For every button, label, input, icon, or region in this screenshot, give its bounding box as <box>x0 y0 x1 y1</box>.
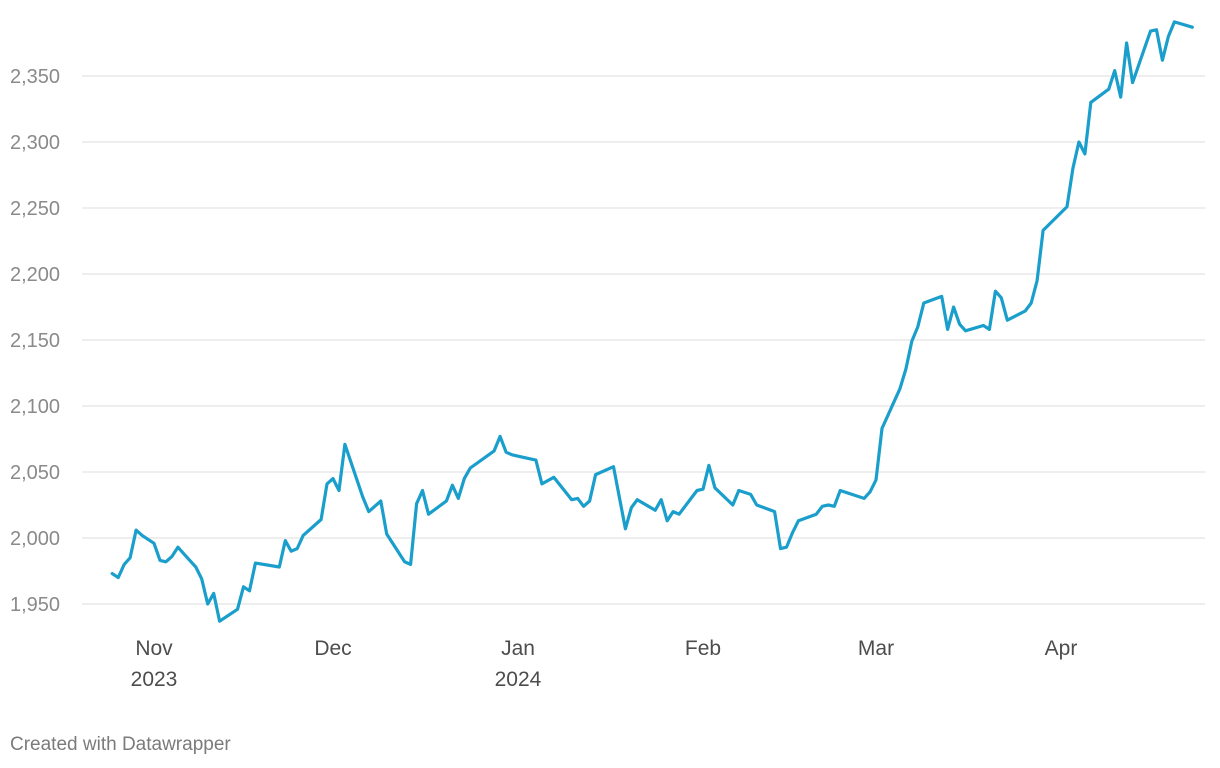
x-axis: Nov 2023 Dec Jan 2024 Feb Mar Apr <box>131 637 1078 691</box>
y-tick-label: 1,950 <box>10 594 60 616</box>
y-axis: 1,950 2,000 2,050 2,100 2,150 2,200 2,250 2,300… <box>10 66 60 616</box>
series-line <box>110 20 1194 623</box>
x-tick-sublabel: 2024 <box>495 668 542 691</box>
x-tick-label: Mar <box>858 637 894 660</box>
y-tick-label: 2,250 <box>10 198 60 220</box>
y-tick-label: 2,100 <box>10 396 60 418</box>
x-tick-label: Feb <box>685 637 721 660</box>
gridlines <box>82 75 1205 605</box>
y-tick-label: 2,350 <box>10 66 60 88</box>
y-tick-label: 2,000 <box>10 528 60 550</box>
y-tick-label: 2,150 <box>10 330 60 352</box>
y-tick-label: 2,200 <box>10 264 60 286</box>
x-tick-label: Jan <box>501 637 535 660</box>
y-tick-label: 2,050 <box>10 462 60 484</box>
x-tick-label: Nov <box>135 637 173 660</box>
series-layer <box>110 20 1194 623</box>
footer-credit: Created with Datawrapper <box>10 734 231 755</box>
x-tick-label: Dec <box>314 637 351 660</box>
x-tick-sublabel: 2023 <box>131 668 178 691</box>
x-tick-label: Apr <box>1045 637 1078 660</box>
y-tick-label: 2,300 <box>10 132 60 154</box>
